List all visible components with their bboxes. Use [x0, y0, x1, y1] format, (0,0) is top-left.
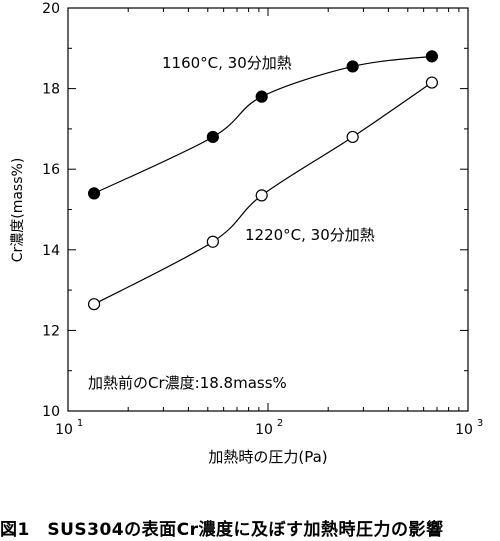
x-axis-label: 加熱時の圧力(Pa)	[208, 448, 327, 466]
open-circle-point	[87, 298, 101, 311]
open-circle-point	[346, 130, 359, 144]
filled-circle-point	[206, 130, 219, 144]
y-tick-label: 10	[42, 404, 60, 420]
filled-circle-point	[87, 187, 101, 200]
data-points	[87, 50, 439, 311]
filled-circle-point	[255, 90, 268, 103]
x-tick-labels: 10 1 10 2 10 3	[55, 418, 483, 438]
x-tick-label: 10	[255, 422, 273, 438]
x-tick-label-exponent: 2	[277, 418, 283, 429]
y-tick-labels: 10 12 14 16 18 20	[42, 1, 60, 420]
y-tick-label: 16	[42, 162, 60, 178]
x-tick-label: 10	[455, 422, 473, 438]
open-circle-point	[255, 189, 268, 202]
series-label-1220: 1220°C, 30分加熱	[245, 226, 375, 244]
y-axis-label: Cr濃度(mass%)	[10, 158, 26, 263]
x-tick-label: 10	[55, 422, 73, 438]
open-circle-point	[425, 76, 439, 89]
y-tick-label: 12	[42, 323, 60, 339]
annotation-note: 加熱前のCr濃度:18.8mass%	[88, 374, 287, 392]
chart: 10 12 14 16 18 20 10 1 10 2 10 3 1160°C, 30分加熱 122…	[10, 1, 483, 466]
filled-circle-point	[425, 50, 439, 63]
series-label-1160: 1160°C, 30分加熱	[162, 54, 292, 72]
y-tick-label: 18	[42, 82, 60, 98]
y-tick-label: 14	[42, 243, 60, 259]
filled-circle-point	[346, 60, 359, 73]
series-0-curve	[93, 55, 432, 194]
x-tick-label-exponent: 1	[77, 418, 83, 429]
x-tick-label-exponent: 3	[477, 418, 483, 429]
axis-ticks	[67, 7, 469, 412]
y-tick-label: 20	[42, 1, 60, 17]
figure-caption: 図1 SUS304の表面Cr濃度に及ぼす加熱時圧力の影響	[0, 520, 444, 540]
open-circle-point	[206, 235, 219, 248]
